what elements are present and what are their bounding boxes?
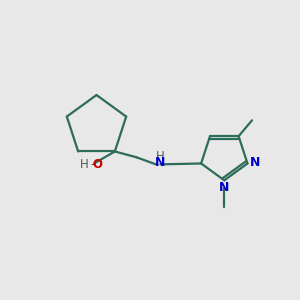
- Text: N: N: [155, 156, 166, 170]
- Text: H: H: [156, 149, 165, 163]
- Text: H: H: [80, 158, 89, 171]
- Text: N: N: [250, 156, 260, 170]
- Text: N: N: [219, 181, 230, 194]
- Text: -: -: [91, 158, 95, 171]
- Text: O: O: [93, 158, 103, 171]
